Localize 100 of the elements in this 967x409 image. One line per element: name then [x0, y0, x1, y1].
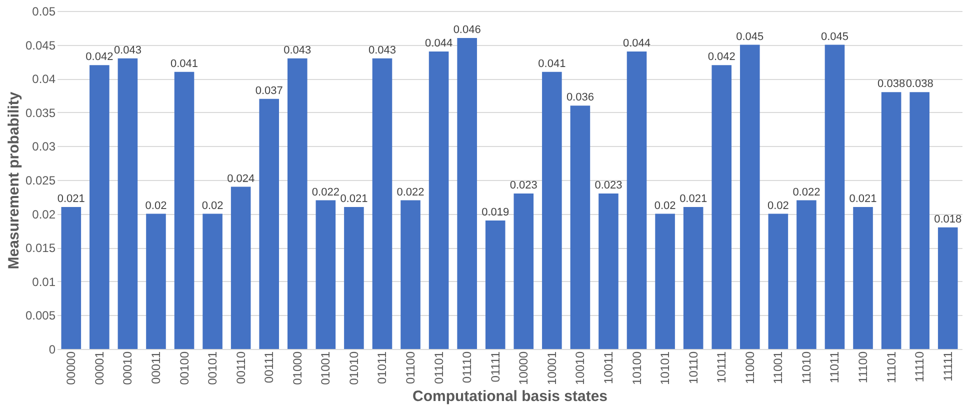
- bar: [542, 72, 562, 349]
- bar: [796, 200, 816, 349]
- bar: [853, 207, 873, 349]
- x-tick-label: 01000: [290, 351, 304, 385]
- bar: [824, 44, 845, 349]
- data-label: 0.038: [906, 78, 934, 90]
- bar: [259, 98, 280, 349]
- bar: [910, 92, 930, 349]
- x-tick-label: 01001: [318, 351, 333, 385]
- data-label: 0.02: [654, 200, 676, 212]
- x-tick-label: 10111: [714, 351, 729, 384]
- x-tick-label: 00100: [177, 351, 192, 385]
- x-tick-label: 01101: [432, 351, 446, 384]
- data-label: 0.019: [482, 206, 510, 219]
- x-tick-label: 11011: [828, 351, 842, 384]
- x-axis-title: Computational basis states: [412, 388, 608, 405]
- data-label: 0.021: [57, 193, 85, 206]
- x-tick-label: 10010: [573, 351, 588, 385]
- data-label: 0.021: [849, 193, 877, 206]
- data-label: 0.021: [680, 193, 708, 206]
- y-tick-label: 0.015: [25, 241, 56, 256]
- x-tick-label: 11000: [742, 351, 757, 384]
- x-tick-label: 00010: [120, 351, 135, 385]
- data-label: 0.036: [566, 92, 594, 104]
- data-label: 0.045: [820, 30, 848, 43]
- data-label: 0.022: [396, 186, 424, 198]
- data-label: 0.043: [368, 44, 396, 56]
- data-label: 0.041: [170, 58, 198, 70]
- data-label: 0.042: [708, 51, 736, 64]
- bar: [740, 44, 760, 349]
- bar: [202, 214, 222, 349]
- x-tick-label: 11100: [856, 351, 870, 384]
- x-tick-label: 01010: [346, 351, 361, 385]
- x-tick-label: 10000: [516, 351, 531, 385]
- bar: [287, 58, 308, 349]
- bar: [712, 65, 732, 349]
- y-tick-label: 0.02: [32, 207, 56, 222]
- x-tick-label: 00111: [262, 351, 276, 384]
- y-tick-label: 0.035: [25, 106, 56, 120]
- data-label: 0.018: [934, 213, 962, 226]
- x-tick-label: 11101: [884, 351, 898, 384]
- y-tick-label: 0.05: [32, 4, 56, 18]
- data-label: 0.023: [510, 180, 538, 192]
- data-label: 0.02: [202, 200, 224, 212]
- data-label: 0.043: [114, 44, 142, 56]
- y-tick-label: 0.045: [25, 38, 56, 52]
- bar: [61, 207, 82, 349]
- bar: [514, 194, 534, 349]
- data-label: 0.044: [425, 38, 453, 50]
- bar: [400, 200, 420, 349]
- x-tick-label: 10001: [544, 351, 559, 385]
- bar: [118, 58, 138, 349]
- data-label: 0.043: [284, 44, 312, 56]
- bar: [316, 200, 336, 349]
- bar: [598, 194, 618, 349]
- data-label: 0.024: [227, 172, 255, 185]
- x-tick-label: 00001: [92, 351, 106, 385]
- x-tick-label: 10100: [630, 351, 644, 385]
- data-label: 0.046: [453, 24, 481, 36]
- x-tick-label: 01100: [404, 351, 418, 384]
- x-tick-label: 11010: [799, 351, 814, 384]
- data-label: 0.02: [767, 200, 789, 212]
- y-tick-label: 0.025: [25, 174, 56, 188]
- bar: [174, 72, 194, 349]
- bar: [90, 65, 110, 349]
- bar: [485, 220, 506, 349]
- x-tick-label: 10011: [601, 351, 616, 384]
- y-tick-label: 0.04: [32, 72, 56, 86]
- x-tick-label: 00011: [148, 351, 163, 384]
- x-tick-label: 00000: [64, 351, 78, 385]
- y-tick-label: 0.005: [25, 308, 56, 323]
- bar: [626, 52, 647, 349]
- data-label: 0.044: [623, 38, 651, 50]
- bar: [683, 207, 704, 349]
- data-label: 0.023: [594, 180, 622, 192]
- bar: [938, 227, 958, 349]
- bar: [768, 214, 788, 349]
- x-tick-label: 11001: [771, 351, 786, 384]
- bar: [372, 58, 392, 349]
- bar: [230, 186, 251, 349]
- data-label: 0.037: [255, 84, 283, 97]
- y-axis-title: Measurement probability: [5, 91, 22, 270]
- x-tick-label: 11111: [940, 351, 955, 382]
- bar: [428, 52, 449, 349]
- x-tick-label: 11110: [912, 351, 927, 382]
- x-tick-label: 01011: [375, 351, 390, 384]
- bar: [570, 106, 590, 349]
- x-tick-label: 10110: [686, 351, 700, 384]
- bar: [655, 214, 675, 349]
- data-label: 0.045: [736, 30, 764, 43]
- y-tick-label: 0.03: [32, 140, 56, 154]
- data-label: 0.038: [878, 78, 906, 90]
- data-label: 0.021: [340, 193, 368, 206]
- bar: [146, 214, 166, 349]
- data-label: 0.022: [312, 186, 340, 198]
- data-label: 0.02: [145, 200, 167, 212]
- data-label: 0.041: [538, 58, 566, 70]
- x-tick-label: 01110: [460, 351, 474, 384]
- y-tick-label: 0: [48, 342, 56, 356]
- bar: [344, 207, 364, 349]
